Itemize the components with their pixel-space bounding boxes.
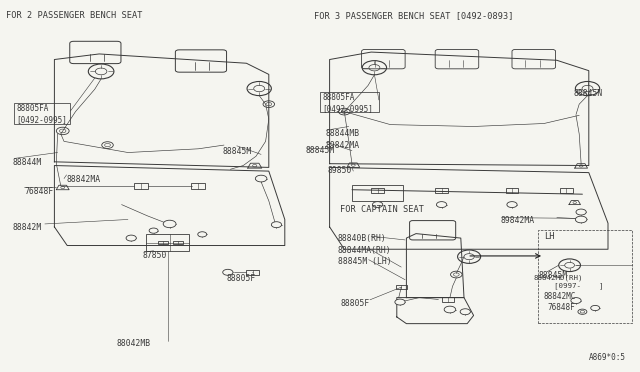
- Text: 88845M: 88845M: [223, 147, 252, 156]
- Text: FOR CAPTAIN SEAT: FOR CAPTAIN SEAT: [340, 205, 424, 214]
- Circle shape: [149, 228, 158, 233]
- Circle shape: [591, 305, 600, 311]
- Text: 88842MC: 88842MC: [544, 292, 577, 301]
- Circle shape: [575, 216, 587, 223]
- Bar: [352, 185, 403, 201]
- Bar: [396, 285, 407, 289]
- Text: 88042MB: 88042MB: [116, 339, 150, 347]
- Bar: [146, 234, 189, 251]
- Text: 87850: 87850: [142, 251, 166, 260]
- Text: 88845M: 88845M: [305, 146, 335, 155]
- Circle shape: [223, 269, 233, 275]
- Bar: [435, 188, 448, 193]
- Bar: [14, 103, 70, 124]
- Circle shape: [436, 202, 447, 208]
- Text: 89842MA: 89842MA: [500, 216, 534, 225]
- Text: 88805F: 88805F: [227, 274, 256, 283]
- Text: LH: LH: [544, 232, 554, 241]
- Bar: [173, 241, 183, 244]
- Text: 89850: 89850: [328, 166, 352, 175]
- Bar: [246, 270, 259, 275]
- Text: 88842MD(RH): 88842MD(RH): [534, 275, 583, 281]
- Circle shape: [444, 306, 456, 313]
- Circle shape: [460, 309, 470, 315]
- Circle shape: [576, 209, 586, 215]
- Bar: [506, 188, 518, 193]
- Bar: [134, 183, 148, 189]
- Text: 88840B(RH): 88840B(RH): [338, 234, 387, 243]
- Bar: [158, 241, 168, 244]
- Text: 88805F: 88805F: [340, 299, 370, 308]
- Text: 88805FA
[0492-0995]: 88805FA [0492-0995]: [17, 104, 67, 124]
- Text: A869*0:5: A869*0:5: [589, 353, 626, 362]
- Circle shape: [571, 298, 581, 304]
- Bar: [191, 183, 205, 189]
- Text: 76848F: 76848F: [24, 187, 54, 196]
- Circle shape: [198, 232, 207, 237]
- Text: 88805FA
[0492-0995]: 88805FA [0492-0995]: [323, 93, 373, 113]
- Text: FOR 3 PASSENGER BENCH SEAT [0492-0893]: FOR 3 PASSENGER BENCH SEAT [0492-0893]: [314, 11, 513, 20]
- Text: 88844M: 88844M: [13, 158, 42, 167]
- Bar: [442, 297, 454, 302]
- Text: 88842MA: 88842MA: [67, 175, 100, 184]
- Circle shape: [271, 222, 282, 228]
- Circle shape: [255, 175, 267, 182]
- Text: [0997-    ]: [0997- ]: [554, 282, 604, 289]
- Bar: [560, 188, 573, 193]
- Text: 88845M: 88845M: [539, 271, 568, 280]
- Bar: [320, 92, 379, 112]
- Circle shape: [507, 202, 517, 208]
- Circle shape: [163, 220, 176, 228]
- Text: 76848F: 76848F: [548, 303, 575, 312]
- Text: 88844MA(RH): 88844MA(RH): [338, 246, 392, 254]
- Text: 88845M (LH): 88845M (LH): [338, 257, 392, 266]
- Text: 89842MA: 89842MA: [325, 141, 359, 150]
- Circle shape: [372, 202, 383, 208]
- Circle shape: [395, 299, 405, 305]
- Text: FOR 2 PASSENGER BENCH SEAT: FOR 2 PASSENGER BENCH SEAT: [6, 11, 143, 20]
- Bar: [371, 188, 384, 193]
- Text: 88842M: 88842M: [13, 223, 42, 232]
- Circle shape: [126, 235, 136, 241]
- Text: 88845N: 88845N: [573, 89, 603, 97]
- Bar: [538, 230, 632, 323]
- Text: 88844MB: 88844MB: [325, 129, 359, 138]
